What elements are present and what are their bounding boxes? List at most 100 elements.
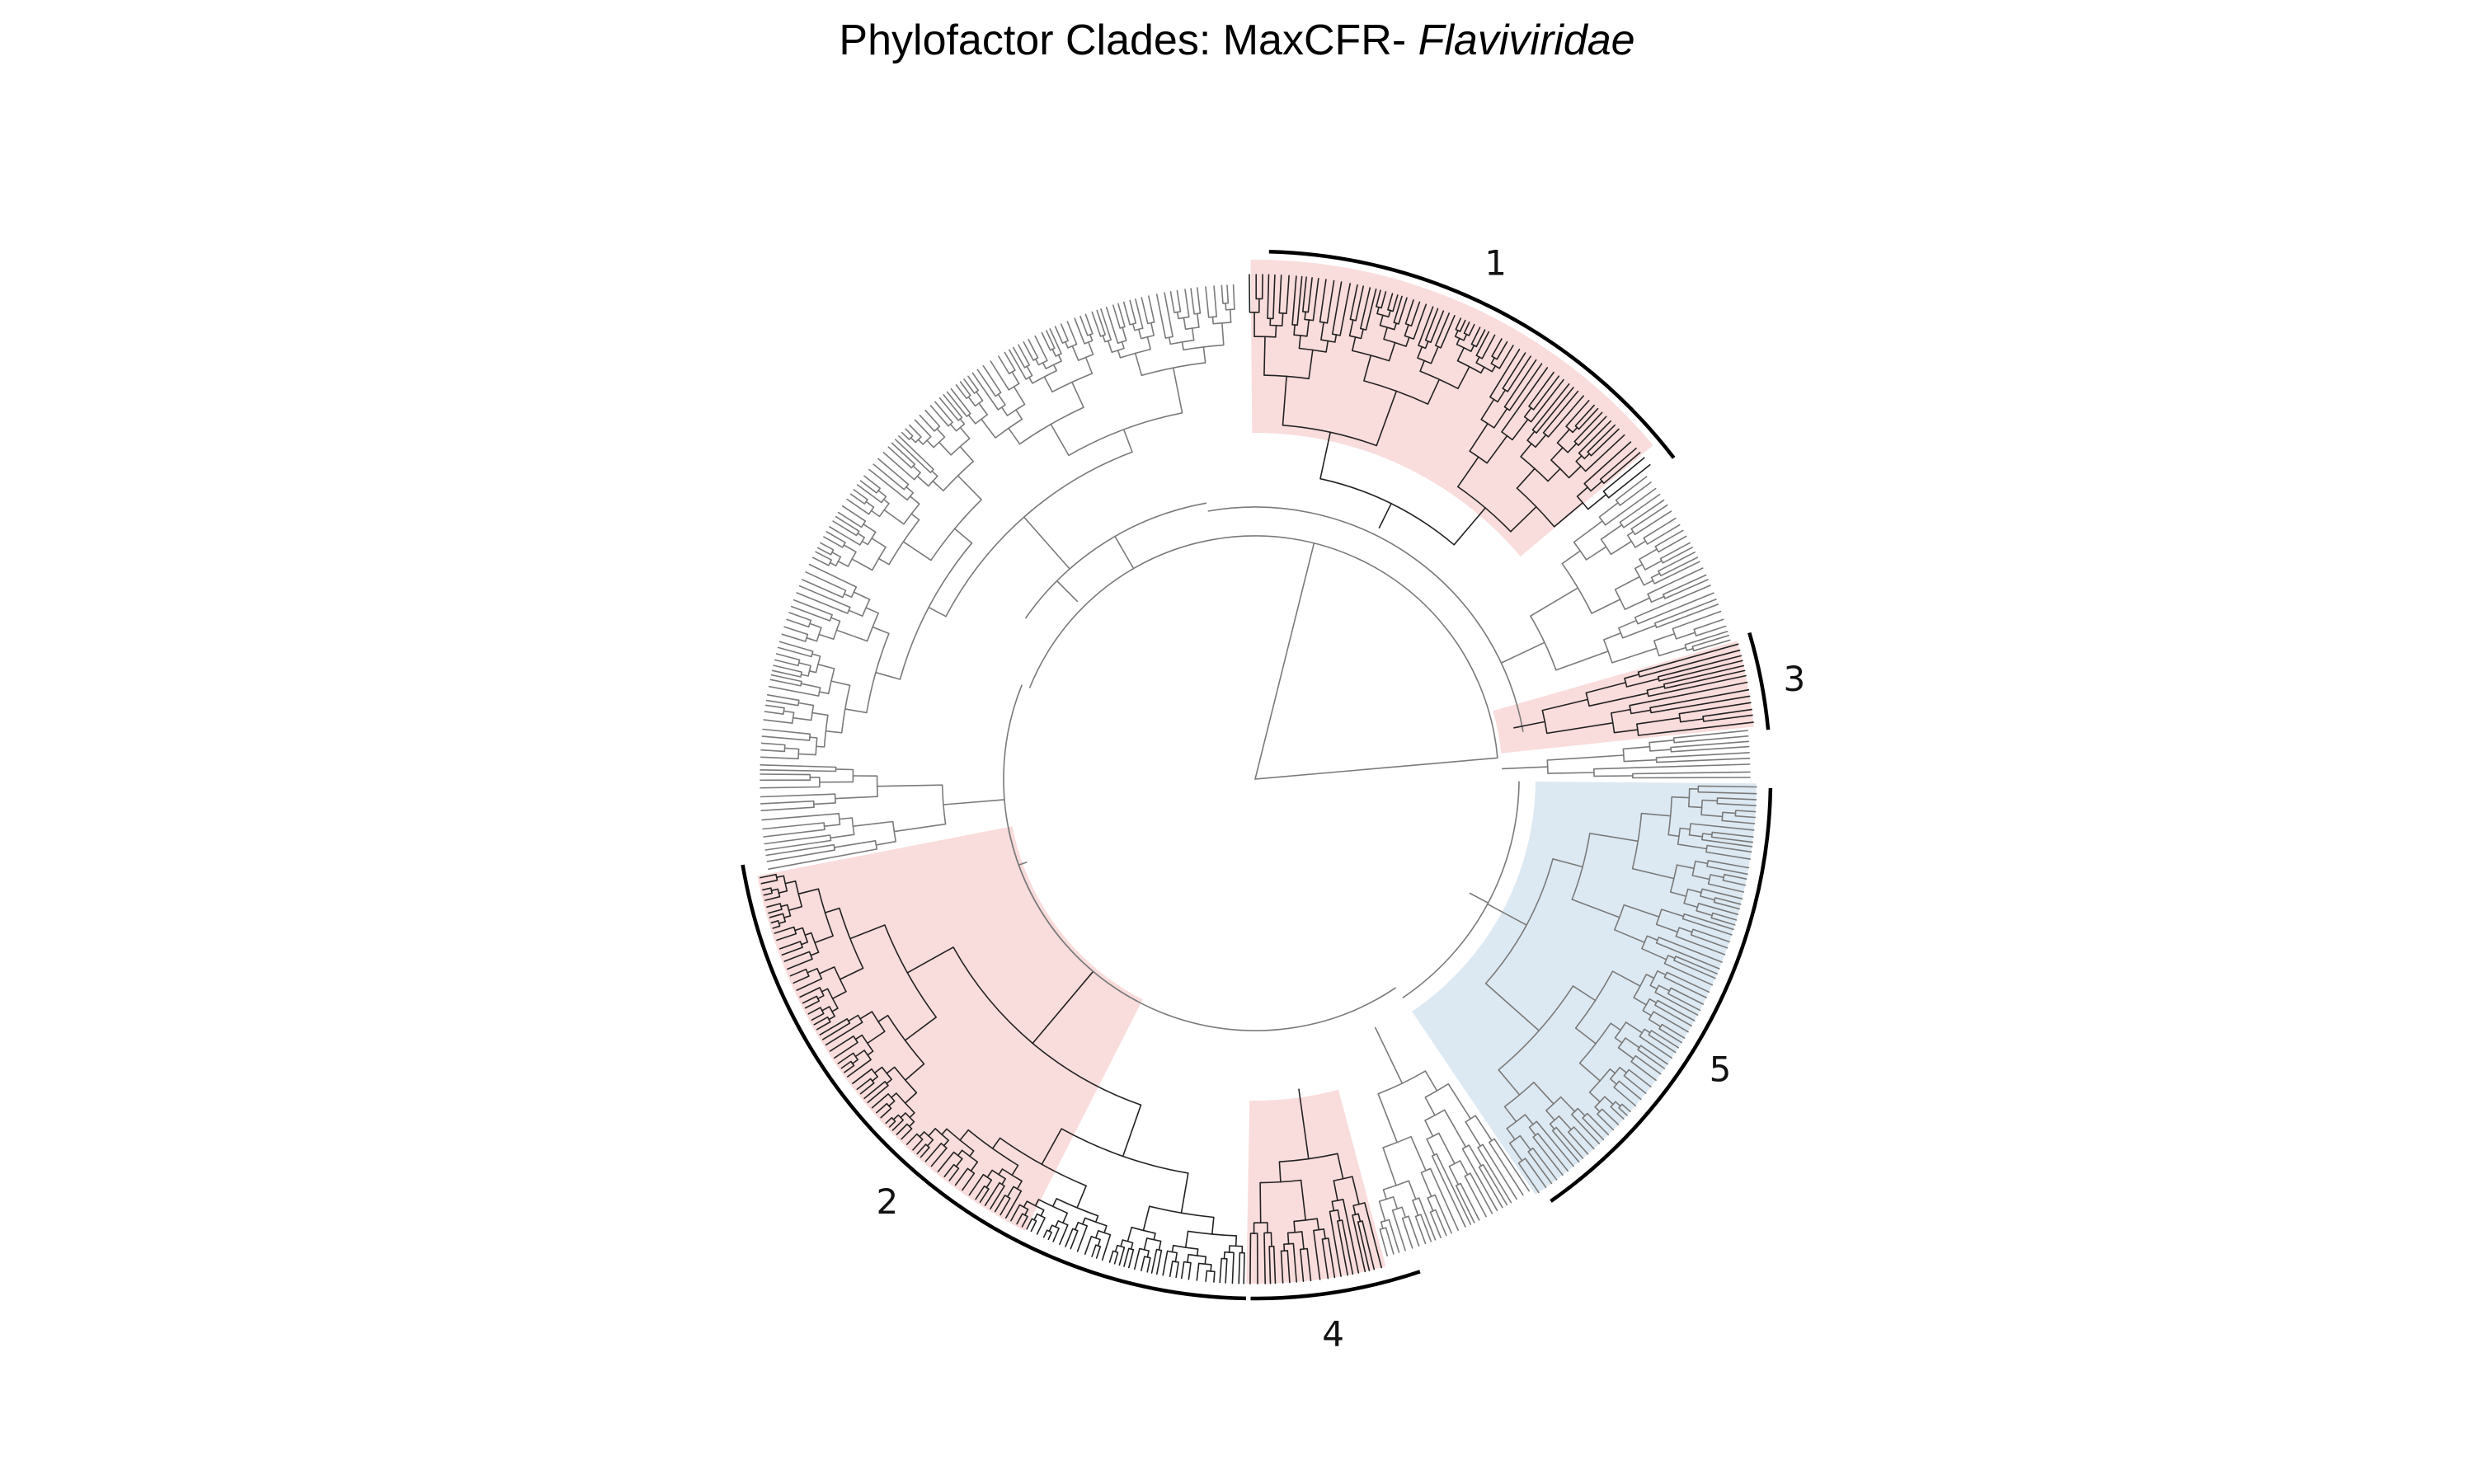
internal-branch (1430, 345, 1439, 364)
tip-branch (1079, 315, 1089, 336)
tip-branch (943, 394, 963, 419)
internal-branch (1671, 796, 1691, 799)
internal-branch (1636, 716, 1681, 726)
tip-branch (1693, 639, 1731, 652)
tip-branch (1716, 797, 1757, 801)
internal-branch (1639, 548, 1658, 561)
internal-branch (926, 1139, 934, 1147)
tip-branch (1482, 1144, 1517, 1200)
internal-branch (1293, 324, 1296, 336)
tip-branch (885, 1116, 893, 1125)
internal-branch (909, 495, 920, 505)
internal-branch (1530, 587, 1579, 618)
tip-branch (1155, 294, 1167, 339)
tip-branch (982, 364, 1002, 394)
internal-branch (783, 710, 795, 714)
internal-branch (1600, 524, 1623, 541)
internal-branch (875, 840, 896, 846)
internal-branch (1168, 336, 1172, 345)
internal-branch (1146, 336, 1151, 350)
tip-branch (968, 1173, 985, 1196)
internal-branch (1196, 1248, 1199, 1256)
internal-branch (888, 1100, 896, 1107)
tip-branch (1349, 284, 1358, 321)
internal-branch (815, 745, 825, 748)
tip-branch (777, 646, 812, 658)
tip-branch (1637, 1049, 1666, 1069)
tip-branch (762, 728, 811, 735)
internal-branch (1454, 329, 1459, 337)
internal-branch (811, 711, 829, 716)
internal-branch (1691, 875, 1710, 881)
tip-branch (762, 822, 825, 830)
tip-branch (819, 1018, 848, 1036)
tip-branch (1619, 493, 1661, 524)
internal-branch (1657, 970, 1667, 976)
tip-branch (1312, 277, 1319, 322)
internal-branch (1427, 378, 1441, 405)
internal-branch (1378, 1200, 1386, 1222)
internal-branch (859, 1011, 873, 1020)
internal-branch (955, 1158, 963, 1167)
tip-branch (1735, 810, 1757, 813)
tip-branch (1184, 289, 1190, 318)
internal-branch (1319, 431, 1331, 480)
clade-label-layer: 1 2 3 4 5 (877, 243, 1806, 1355)
internal-branch (800, 942, 809, 946)
internal-branch (831, 1007, 839, 1012)
tip-branch (1280, 1250, 1284, 1284)
tip-branch (813, 1016, 829, 1026)
tip-branch (1034, 335, 1048, 362)
tip-branch (990, 1185, 1005, 1209)
tip-branch (1226, 284, 1230, 304)
internal-branch (892, 1114, 900, 1120)
tip-branch (1460, 1182, 1480, 1221)
internal-branch (1033, 1213, 1038, 1221)
internal-branch (1352, 1176, 1360, 1205)
tip-branch (1341, 1219, 1354, 1275)
tip-branch (1047, 1231, 1052, 1241)
clade-1-bracket (1268, 249, 1676, 459)
tip-branch (837, 511, 863, 528)
internal-branch (916, 475, 929, 487)
internal-branch (1519, 1134, 1531, 1151)
tip-branch (1653, 599, 1717, 624)
internal-branch (1306, 319, 1310, 337)
internal-branch (1142, 1205, 1150, 1232)
tip-branch (1498, 345, 1514, 369)
internal-branch (1644, 1028, 1651, 1034)
internal-branch (893, 823, 947, 833)
tip-branch (1655, 603, 1719, 629)
internal-branch (1424, 1120, 1434, 1137)
internal-branch (780, 904, 788, 908)
internal-branch (1184, 1230, 1189, 1248)
tip-branch (1524, 1158, 1547, 1189)
internal-branch (870, 510, 881, 518)
tip-branch (1005, 1190, 1023, 1219)
internal-branch (1642, 1010, 1653, 1017)
internal-branch (1661, 909, 1685, 918)
internal-branch (1197, 312, 1200, 328)
internal-branch (1278, 1161, 1282, 1183)
internal-branch (1613, 729, 1639, 734)
internal-branch (1626, 531, 1634, 537)
tip-branch (1091, 311, 1102, 337)
internal-branch (1352, 336, 1357, 352)
tip-branch (766, 903, 781, 908)
internal-branch (1649, 998, 1658, 1004)
tip-branch (1672, 730, 1748, 739)
tip-branch (1021, 1215, 1028, 1228)
backbone-arc (1402, 781, 1520, 998)
tip-branch (1291, 275, 1297, 326)
tip-branch (1654, 529, 1684, 547)
internal-branch (1376, 306, 1380, 315)
tip-branch (876, 1102, 888, 1114)
internal-branch (1475, 1115, 1493, 1142)
tip-branch (1164, 292, 1174, 338)
tip-branch (882, 452, 915, 481)
internal-branch (1388, 341, 1396, 362)
internal-branch (957, 475, 982, 500)
tip-branch (1420, 1214, 1432, 1242)
tip-branch (1065, 1228, 1074, 1247)
tip-branch (1272, 274, 1276, 320)
